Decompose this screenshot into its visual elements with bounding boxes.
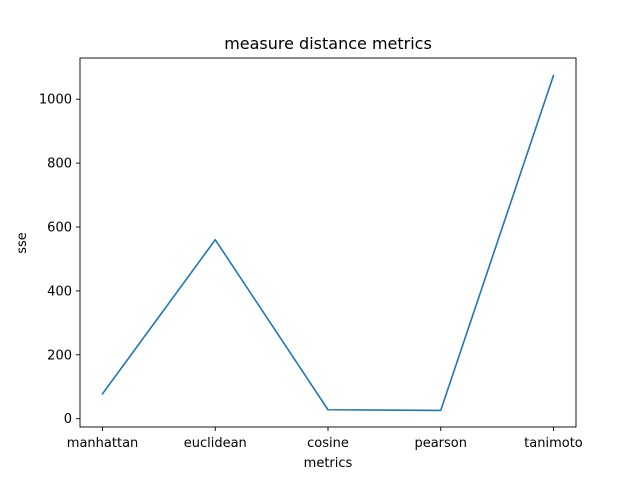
y-tick-label: 0 <box>64 412 72 427</box>
y-axis-title: sse <box>15 232 30 254</box>
y-tick-label: 800 <box>47 157 72 172</box>
series-line <box>101 74 555 412</box>
y-tick-label: 1000 <box>39 93 72 108</box>
y-tick-label: 400 <box>47 284 72 299</box>
y-tick-label: 200 <box>47 348 72 363</box>
x-tick-label: manhattan <box>67 436 138 451</box>
x-tick-label: pearson <box>414 436 467 451</box>
plot-frame <box>79 57 577 428</box>
x-tick-label: tanimoto <box>524 436 583 451</box>
x-axis-title: metrics <box>304 456 353 471</box>
plot-area: 0 200 400 600 800 1000 manhattan euclidean cosin… <box>39 74 583 451</box>
chart-title: measure distance metrics <box>224 34 432 53</box>
y-tick-label: 600 <box>47 221 72 236</box>
x-tick-label: euclidean <box>184 436 247 451</box>
x-tick-label: cosine <box>307 436 349 451</box>
